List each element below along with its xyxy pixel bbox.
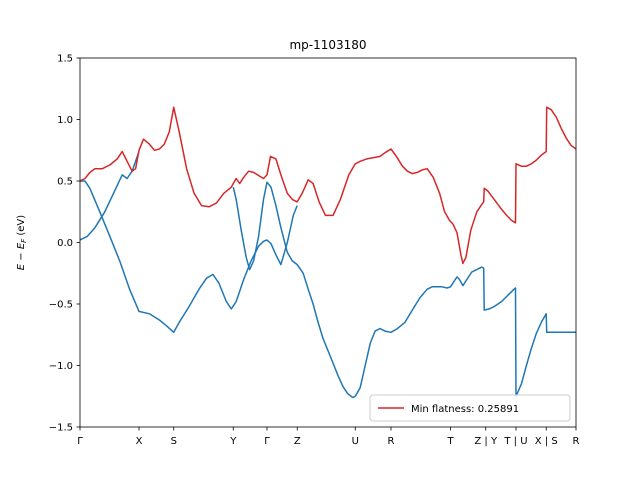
y-axis-ticks: −1.5 −1.0 −0.5 0.0 0.5 1.0 1.5	[49, 54, 80, 434]
x-tick-label: S	[171, 436, 177, 447]
x-tick-label: Z	[294, 436, 301, 447]
x-tick-label: T	[446, 436, 454, 447]
y-tick-label: −0.5	[49, 300, 73, 311]
y-tick-label: 1.0	[57, 115, 73, 126]
y-tick-label: 0.5	[57, 177, 73, 188]
x-tick-label: Y	[229, 436, 237, 447]
x-tick-label: X	[136, 436, 143, 447]
x-tick-label: Γ	[264, 436, 270, 447]
axes-frame	[79, 57, 577, 428]
x-tick-label: U	[352, 436, 359, 447]
y-axis-label: E − EF (eV)	[16, 215, 28, 270]
x-tick-label: Γ	[77, 436, 83, 447]
x-axis-ticks: Γ X S Y Γ Z U R T Z | Y T | U X | S R	[77, 427, 580, 447]
series-layer	[80, 106, 576, 399]
blue-band-line-2	[232, 181, 298, 271]
legend-box	[369, 394, 571, 422]
x-tick-label: R	[388, 436, 395, 447]
y-tick-label: 1.5	[57, 54, 73, 65]
blue-band-line-0	[80, 151, 140, 241]
blue-band-line-3	[296, 264, 576, 399]
x-tick-label: R	[573, 436, 580, 447]
red-band-line-0	[80, 106, 576, 265]
chart-title: mp-1103180	[289, 38, 366, 52]
y-tick-label: −1.0	[49, 361, 73, 372]
y-tick-label: 0.0	[57, 238, 73, 249]
y-axis-label-text: E − EF (eV)	[16, 215, 28, 270]
legend: Min flatness: 0.25891	[369, 394, 571, 422]
x-tick-label: T | U	[503, 436, 527, 447]
x-tick-label: X | S	[535, 436, 558, 447]
blue-band-line-1	[80, 180, 298, 334]
legend-label: Min flatness: 0.25891	[411, 404, 519, 415]
x-tick-label: Z | Y	[474, 436, 498, 447]
y-tick-label: −1.5	[49, 423, 73, 434]
